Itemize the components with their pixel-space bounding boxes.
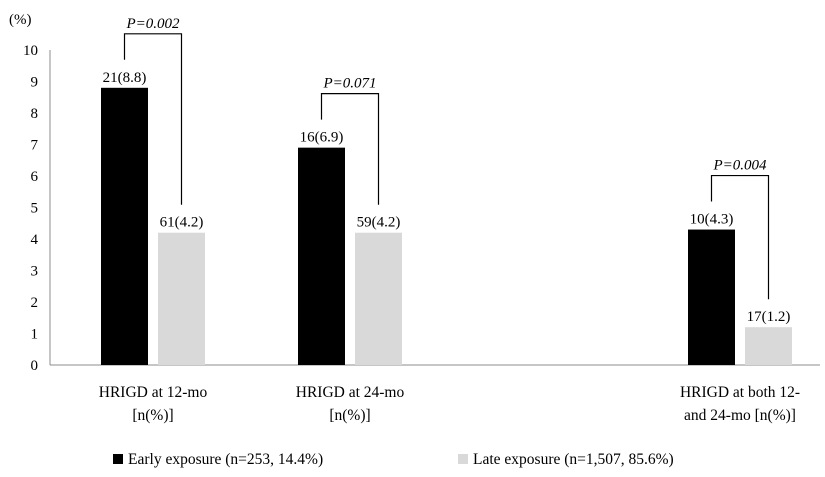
bar-late — [745, 327, 792, 365]
bar-early — [298, 147, 345, 365]
legend: Early exposure (n=253, 14.4%) Late exposu… — [113, 451, 674, 468]
p-value-label: P=0.004 — [712, 158, 767, 174]
bar-late — [158, 232, 205, 365]
p-value-bracket — [320, 93, 380, 205]
data-label: 21(8.8) — [103, 70, 147, 86]
y-tick-label: 3 — [31, 264, 39, 280]
category-label-line2: and 24-mo [n(%)] — [684, 407, 796, 424]
data-label: 17(1.2) — [747, 309, 791, 325]
category-label-line1: HRIGD at 12-mo — [99, 384, 208, 401]
bar-early — [688, 229, 735, 365]
data-label: 10(4.3) — [690, 212, 734, 228]
bars: 21(8.8) 16(6.9) 10(4.3) 61(4.2) 59(4.2) 17(1.… — [101, 70, 792, 366]
data-label: 16(6.9) — [300, 130, 344, 146]
category-label-line2: [n(%)] — [132, 407, 173, 424]
y-tick-label: 9 — [31, 75, 39, 91]
y-unit-label: (%) — [9, 12, 32, 28]
y-tick-label: 5 — [31, 201, 39, 217]
y-tick-label: 1 — [31, 327, 39, 343]
p-value-label: P=0.002 — [125, 16, 180, 32]
data-label: 59(4.2) — [357, 215, 401, 231]
significance-brackets: P=0.002 P=0.071 P=0.004 — [123, 16, 770, 300]
legend-label: Early exposure (n=253, 14.4%) — [128, 451, 323, 468]
category-label-line1: HRIGD at both 12- — [680, 384, 800, 401]
category-label-line2: [n(%)] — [329, 407, 370, 424]
legend-swatch-late — [458, 454, 468, 464]
y-tick-label: 7 — [31, 138, 39, 154]
y-tick-label: 10 — [23, 43, 38, 59]
category-label-line1: HRIGD at 24-mo — [296, 384, 405, 401]
legend-swatch-early — [113, 454, 123, 464]
category-labels: HRIGD at 12-mo [n(%)] HRIGD at 24-mo [n(%)]… — [99, 384, 800, 424]
y-tick-label: 6 — [31, 169, 39, 185]
y-tick-label: 4 — [31, 232, 39, 248]
legend-label: Late exposure (n=1,507, 85.6%) — [473, 451, 674, 468]
bar-late — [355, 232, 402, 365]
data-label: 61(4.2) — [160, 215, 204, 231]
p-value-bracket — [710, 174, 770, 300]
y-tick-label: 8 — [31, 106, 39, 122]
bar-early — [101, 87, 148, 366]
p-value-bracket — [123, 33, 183, 205]
p-value-label: P=0.071 — [322, 76, 376, 92]
y-tick-label: 0 — [31, 358, 39, 374]
y-tick-label: 2 — [31, 295, 39, 311]
